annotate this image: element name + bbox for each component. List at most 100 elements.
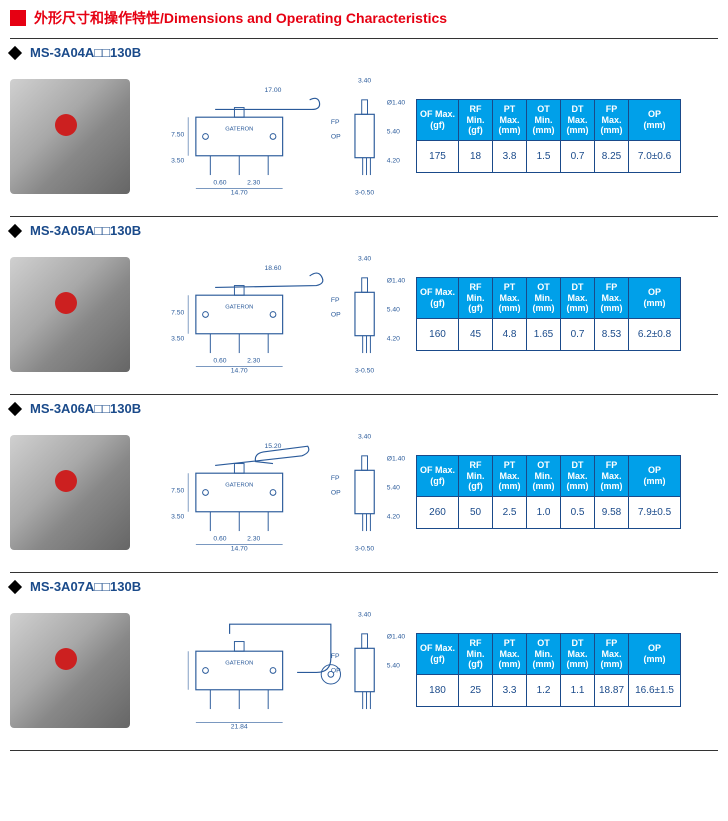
spec-table-cell: 1.5 bbox=[527, 141, 561, 173]
svg-text:3.40: 3.40 bbox=[358, 433, 371, 440]
spec-table-cell: 260 bbox=[417, 497, 459, 529]
spec-table-header: OTMin.(mm) bbox=[527, 455, 561, 496]
spec-table-header: PTMax.(mm) bbox=[493, 455, 527, 496]
product-content: GATERON 14.70 7.50 2.30 0.60 18.60 3.50 … bbox=[10, 244, 718, 384]
spec-table-header: FPMax.(mm) bbox=[595, 455, 629, 496]
svg-text:FP: FP bbox=[331, 297, 340, 304]
svg-text:5.40: 5.40 bbox=[387, 129, 400, 136]
spec-table-cell: 8.53 bbox=[595, 319, 629, 351]
spec-table-header: RFMin.(gf) bbox=[459, 277, 493, 318]
svg-text:0.60: 0.60 bbox=[213, 180, 226, 187]
diamond-icon bbox=[8, 401, 22, 415]
spec-table-cell: 0.7 bbox=[561, 141, 595, 173]
spec-table-cell: 1.65 bbox=[527, 319, 561, 351]
technical-drawing: GATERON 14.70 7.50 2.30 0.60 15.20 3.50 … bbox=[138, 422, 408, 562]
product-photo bbox=[10, 257, 130, 372]
spec-table-cell: 3.8 bbox=[493, 141, 527, 173]
svg-text:FP: FP bbox=[331, 653, 340, 660]
svg-text:GATERON: GATERON bbox=[225, 305, 253, 311]
svg-text:14.70: 14.70 bbox=[231, 545, 248, 552]
spec-table-header: RFMin.(gf) bbox=[459, 455, 493, 496]
svg-text:2.30: 2.30 bbox=[247, 536, 260, 543]
svg-text:OP: OP bbox=[331, 311, 341, 318]
svg-text:17.00: 17.00 bbox=[265, 87, 282, 94]
svg-text:FP: FP bbox=[331, 475, 340, 482]
spec-table-header: DTMax.(mm) bbox=[561, 633, 595, 674]
diamond-icon bbox=[8, 579, 22, 593]
svg-text:3.50: 3.50 bbox=[171, 514, 184, 521]
svg-text:0.60: 0.60 bbox=[213, 358, 226, 365]
svg-text:GATERON: GATERON bbox=[225, 127, 253, 133]
svg-text:Ø1.40: Ø1.40 bbox=[387, 100, 406, 107]
spec-table-cell: 3.3 bbox=[493, 675, 527, 707]
spec-table-header: RFMin.(gf) bbox=[459, 633, 493, 674]
svg-text:Ø1.40: Ø1.40 bbox=[387, 278, 406, 285]
technical-drawing: GATERON 14.70 7.50 2.30 0.60 17.00 3.50 … bbox=[138, 66, 408, 206]
svg-text:3.50: 3.50 bbox=[171, 336, 184, 343]
product-row: MS-3A04A□□130B GATERON 14.70 7.50 2.30 0… bbox=[10, 38, 718, 217]
spec-table-header: FPMax.(mm) bbox=[595, 277, 629, 318]
technical-drawing: GATERON 21.84 3.40 Ø1.40 5.40 FP OP bbox=[138, 600, 408, 740]
svg-text:3.50: 3.50 bbox=[171, 158, 184, 165]
spec-table-cell: 1.2 bbox=[527, 675, 561, 707]
model-label: MS-3A06A□□130B bbox=[30, 401, 141, 416]
product-photo bbox=[10, 435, 130, 550]
svg-text:Ø1.40: Ø1.40 bbox=[387, 456, 406, 463]
svg-text:4.20: 4.20 bbox=[387, 158, 400, 165]
svg-text:4.20: 4.20 bbox=[387, 514, 400, 521]
spec-table: OF Max.(gf)RFMin.(gf)PTMax.(mm)OTMin.(mm… bbox=[416, 99, 681, 173]
svg-text:2.30: 2.30 bbox=[247, 358, 260, 365]
model-title: MS-3A06A□□130B bbox=[10, 401, 718, 416]
diamond-icon bbox=[8, 223, 22, 237]
svg-text:3.40: 3.40 bbox=[358, 77, 371, 84]
spec-table: OF Max.(gf)RFMin.(gf)PTMax.(mm)OTMin.(mm… bbox=[416, 455, 681, 529]
spec-table-header: OF Max.(gf) bbox=[417, 633, 459, 674]
spec-table-cell: 4.8 bbox=[493, 319, 527, 351]
spec-table-header: OTMin.(mm) bbox=[527, 99, 561, 140]
svg-text:0.60: 0.60 bbox=[213, 536, 226, 543]
spec-table-cell: 8.25 bbox=[595, 141, 629, 173]
svg-text:3-0.50: 3-0.50 bbox=[355, 367, 374, 374]
model-title: MS-3A05A□□130B bbox=[10, 223, 718, 238]
spec-table-header: PTMax.(mm) bbox=[493, 277, 527, 318]
model-label: MS-3A04A□□130B bbox=[30, 45, 141, 60]
spec-table-header: OP(mm) bbox=[629, 99, 681, 140]
svg-text:GATERON: GATERON bbox=[225, 483, 253, 489]
spec-table-header: OP(mm) bbox=[629, 277, 681, 318]
spec-table-header: OTMin.(mm) bbox=[527, 277, 561, 318]
svg-text:Ø1.40: Ø1.40 bbox=[387, 634, 406, 641]
spec-table-cell: 0.7 bbox=[561, 319, 595, 351]
spec-table-cell: 7.9±0.5 bbox=[629, 497, 681, 529]
spec-table-header: FPMax.(mm) bbox=[595, 99, 629, 140]
spec-table-header: DTMax.(mm) bbox=[561, 99, 595, 140]
spec-table-cell: 50 bbox=[459, 497, 493, 529]
product-photo bbox=[10, 79, 130, 194]
svg-text:OP: OP bbox=[331, 667, 341, 674]
svg-text:15.20: 15.20 bbox=[265, 443, 282, 450]
spec-table: OF Max.(gf)RFMin.(gf)PTMax.(mm)OTMin.(mm… bbox=[416, 277, 681, 351]
product-content: GATERON 14.70 7.50 2.30 0.60 17.00 3.50 … bbox=[10, 66, 718, 206]
svg-text:14.70: 14.70 bbox=[231, 367, 248, 374]
spec-table-header: DTMax.(mm) bbox=[561, 455, 595, 496]
section-header: 外形尺寸和操作特性/Dimensions and Operating Chara… bbox=[10, 8, 718, 28]
spec-table-cell: 18 bbox=[459, 141, 493, 173]
svg-text:5.40: 5.40 bbox=[387, 307, 400, 314]
svg-text:18.60: 18.60 bbox=[265, 265, 282, 272]
spec-table-header: DTMax.(mm) bbox=[561, 277, 595, 318]
spec-table-header: OP(mm) bbox=[629, 633, 681, 674]
svg-text:14.70: 14.70 bbox=[231, 189, 248, 196]
svg-text:5.40: 5.40 bbox=[387, 485, 400, 492]
svg-text:2.30: 2.30 bbox=[247, 180, 260, 187]
spec-table-cell: 7.0±0.6 bbox=[629, 141, 681, 173]
spec-table-cell: 0.5 bbox=[561, 497, 595, 529]
svg-text:OP: OP bbox=[331, 133, 341, 140]
spec-table-cell: 18.87 bbox=[595, 675, 629, 707]
svg-text:7.50: 7.50 bbox=[171, 309, 184, 316]
spec-table-header: OF Max.(gf) bbox=[417, 99, 459, 140]
svg-text:5.40: 5.40 bbox=[387, 663, 400, 670]
spec-table-header: PTMax.(mm) bbox=[493, 633, 527, 674]
spec-table-header: OF Max.(gf) bbox=[417, 455, 459, 496]
section-title: 外形尺寸和操作特性/Dimensions and Operating Chara… bbox=[34, 8, 447, 28]
svg-text:3.40: 3.40 bbox=[358, 255, 371, 262]
product-content: GATERON 14.70 7.50 2.30 0.60 15.20 3.50 … bbox=[10, 422, 718, 562]
